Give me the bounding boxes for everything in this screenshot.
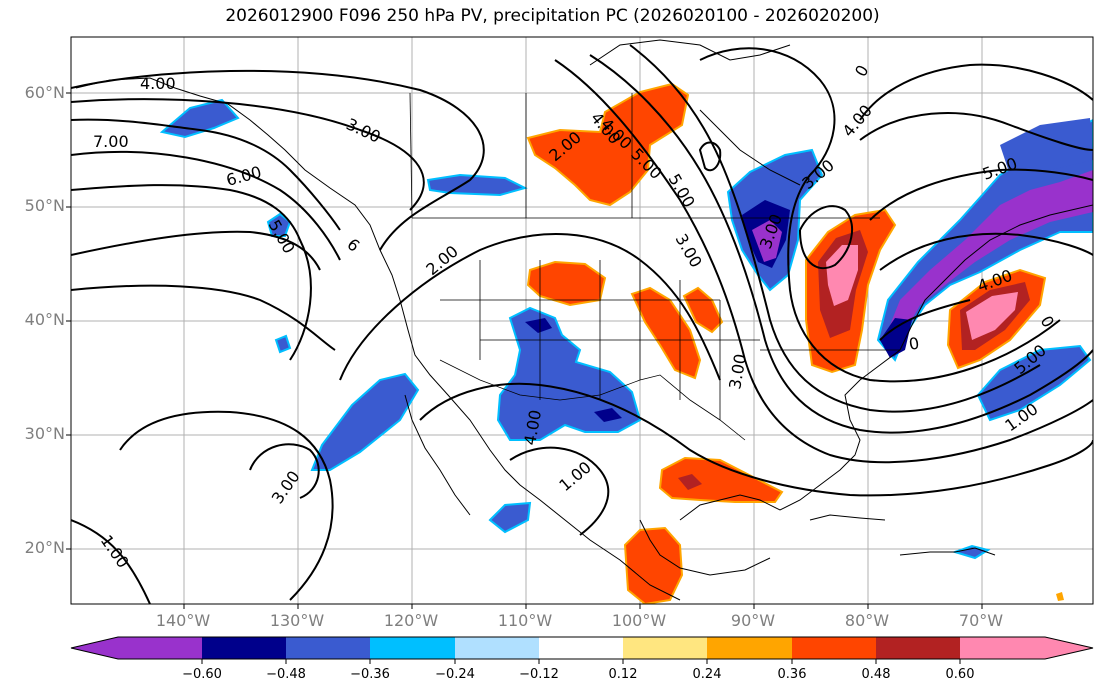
colorbar-swatch xyxy=(118,637,202,659)
colorbar-label: 0.36 xyxy=(777,667,807,682)
lon-label-110: 110°W xyxy=(497,611,553,630)
pos-area-southern-mexico xyxy=(623,526,684,604)
colorbar-label: −0.48 xyxy=(266,667,306,682)
pos-area-ohio-valley-pink xyxy=(826,245,858,306)
lon-label-100: 100°W xyxy=(611,611,667,630)
lat-label-60: 60°N xyxy=(24,83,65,102)
contour-label: 5.00 xyxy=(665,171,699,211)
lat-label-50: 50°N xyxy=(24,196,65,215)
colorbar-label: −0.24 xyxy=(435,667,475,682)
colorbar-label: 0.12 xyxy=(608,667,638,682)
contour-label: 3.00 xyxy=(725,352,750,390)
contour-label: 1.00 xyxy=(555,458,595,495)
neg-area-mexico xyxy=(488,501,532,534)
axis-ticks xyxy=(66,92,983,609)
lat-label-40: 40°N xyxy=(24,310,65,329)
political-borders xyxy=(409,92,900,441)
colorbar-outline xyxy=(70,636,1094,660)
neg-area-offshore-small xyxy=(266,212,292,237)
colorbar-label: −0.12 xyxy=(519,667,559,682)
colorbar-label: 0.24 xyxy=(692,667,722,682)
colorbar-label: 0.48 xyxy=(861,667,891,682)
lon-label-130: 130°W xyxy=(269,611,325,630)
pos-area-plains-east xyxy=(682,286,724,334)
pos-area-caribbean-dot xyxy=(1056,592,1064,601)
lon-label-120: 120°W xyxy=(383,611,439,630)
lon-label-90: 90°W xyxy=(730,611,776,630)
neg-area-southeast-offshore xyxy=(976,344,1092,422)
contour-label: 0 xyxy=(1037,313,1059,331)
colorbar-swatch xyxy=(1045,637,1093,659)
neg-area-southwest-core xyxy=(525,318,552,333)
neg-area-atlantic-navy-1 xyxy=(1000,118,1093,175)
coastlines xyxy=(75,39,1093,601)
pos-area-gulf-mexico-core xyxy=(678,474,702,490)
colorbar-swatch xyxy=(707,637,792,659)
colorbar-swatch xyxy=(71,637,118,659)
contour-label: 0 xyxy=(851,62,873,80)
contour-label: 4.00 xyxy=(140,74,176,93)
pos-area-northern-plains xyxy=(526,260,607,307)
pos-area-plains-south xyxy=(630,286,702,380)
contour-label: 0 xyxy=(907,333,920,353)
neg-area-atlantic-navy-2 xyxy=(880,318,912,358)
lat-label-30: 30°N xyxy=(24,424,65,443)
neg-area-tiny xyxy=(274,334,292,354)
contour-label: 2.00 xyxy=(422,242,462,279)
colorbar-swatch xyxy=(876,637,960,659)
contour-label: 3.00 xyxy=(343,114,383,146)
colorbar-swatch xyxy=(792,637,876,659)
lon-label-80: 80°W xyxy=(844,611,890,630)
colorbar-swatch xyxy=(960,637,1045,659)
neg-area-baja-pacific xyxy=(310,372,420,471)
neg-area-atlantic-purple xyxy=(888,170,1093,332)
contour-label: 6.00 xyxy=(224,162,263,190)
pos-area-canada-prairie xyxy=(526,82,690,207)
lon-label-140: 140°W xyxy=(155,611,211,630)
colorbar xyxy=(70,636,1094,664)
colorbar-swatch xyxy=(623,637,707,659)
colorbar-label: −0.60 xyxy=(182,667,222,682)
colorbar-label: 0.60 xyxy=(945,667,975,682)
contour-label: 1.00 xyxy=(97,531,133,571)
lat-label-20: 20°N xyxy=(24,538,65,557)
colorbar-swatch xyxy=(539,637,623,659)
neg-area-texas-core xyxy=(594,408,622,422)
neg-area-great-lakes-purple xyxy=(752,220,782,262)
neg-area-gulf-of-alaska xyxy=(159,98,240,139)
contour-label: 6 xyxy=(343,235,363,256)
colorbar-label: −0.36 xyxy=(350,667,390,682)
colorbar-swatch xyxy=(286,637,370,659)
pv-contours xyxy=(71,44,1093,604)
map-title: 2026012900 F096 250 hPa PV, precipitatio… xyxy=(225,6,880,26)
negative-anomaly-areas xyxy=(159,98,1093,560)
neg-area-bc-coast xyxy=(426,173,528,197)
graticule xyxy=(71,37,1093,604)
lon-label-70: 70°W xyxy=(958,611,1004,630)
neg-area-southwest xyxy=(496,306,642,441)
contour-label: 7.00 xyxy=(93,132,129,151)
colorbar-swatch xyxy=(202,637,286,659)
pos-area-atlantic-pink xyxy=(966,292,1018,340)
colorbar-swatch xyxy=(370,637,455,659)
contour-label: 5.00 xyxy=(265,217,299,257)
colorbar-swatch xyxy=(455,637,539,659)
neg-area-caribbean xyxy=(951,544,991,560)
